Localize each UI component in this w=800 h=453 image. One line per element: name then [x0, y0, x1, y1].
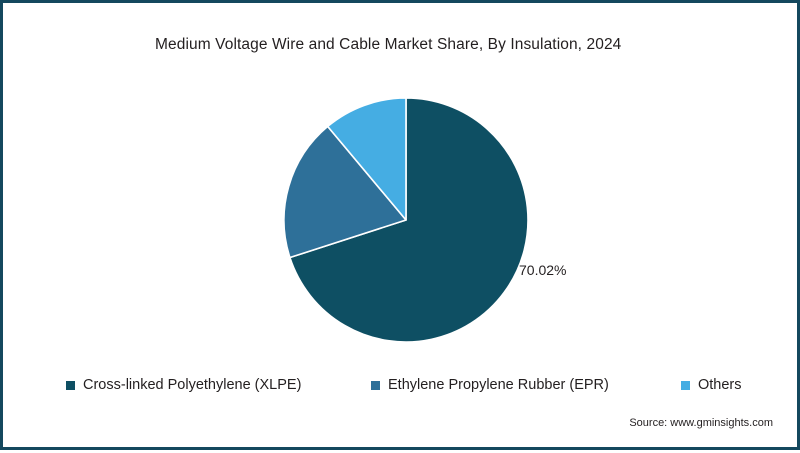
- pie-label-leader-line: [504, 273, 519, 293]
- legend-color-swatch-icon: [371, 380, 380, 390]
- pie-data-label-xlpe: 70.02%: [519, 262, 567, 278]
- legend-item-cross-linked-polyethylene-xlpe[interactable]: Cross-linked Polyethylene (XLPE): [66, 374, 301, 396]
- source-attribution: Source: www.gminsights.com: [629, 417, 773, 429]
- pie-slice[interactable]: [326, 97, 407, 221]
- legend-item-label: Ethylene Propylene Rubber (EPR): [388, 377, 609, 393]
- legend-color-swatch-icon: [66, 380, 75, 390]
- pie-slice[interactable]: [289, 97, 529, 343]
- chart-title: Medium Voltage Wire and Cable Market Sha…: [155, 36, 622, 53]
- legend-item-label: Cross-linked Polyethylene (XLPE): [83, 377, 302, 393]
- legend-color-swatch-icon: [681, 380, 690, 390]
- pie-chart: [3, 3, 800, 453]
- pie-slice[interactable]: [283, 125, 407, 259]
- legend-item-label: Others: [698, 377, 742, 393]
- legend-item-others[interactable]: Others: [681, 374, 742, 396]
- pie-chart-svg: [283, 97, 529, 343]
- legend-item-ethylene-propylene-rubber-epr[interactable]: Ethylene Propylene Rubber (EPR): [371, 374, 609, 396]
- pie-slice-group: [283, 97, 529, 343]
- chart-legend: Cross-linked Polyethylene (XLPE) Ethylen…: [3, 374, 800, 396]
